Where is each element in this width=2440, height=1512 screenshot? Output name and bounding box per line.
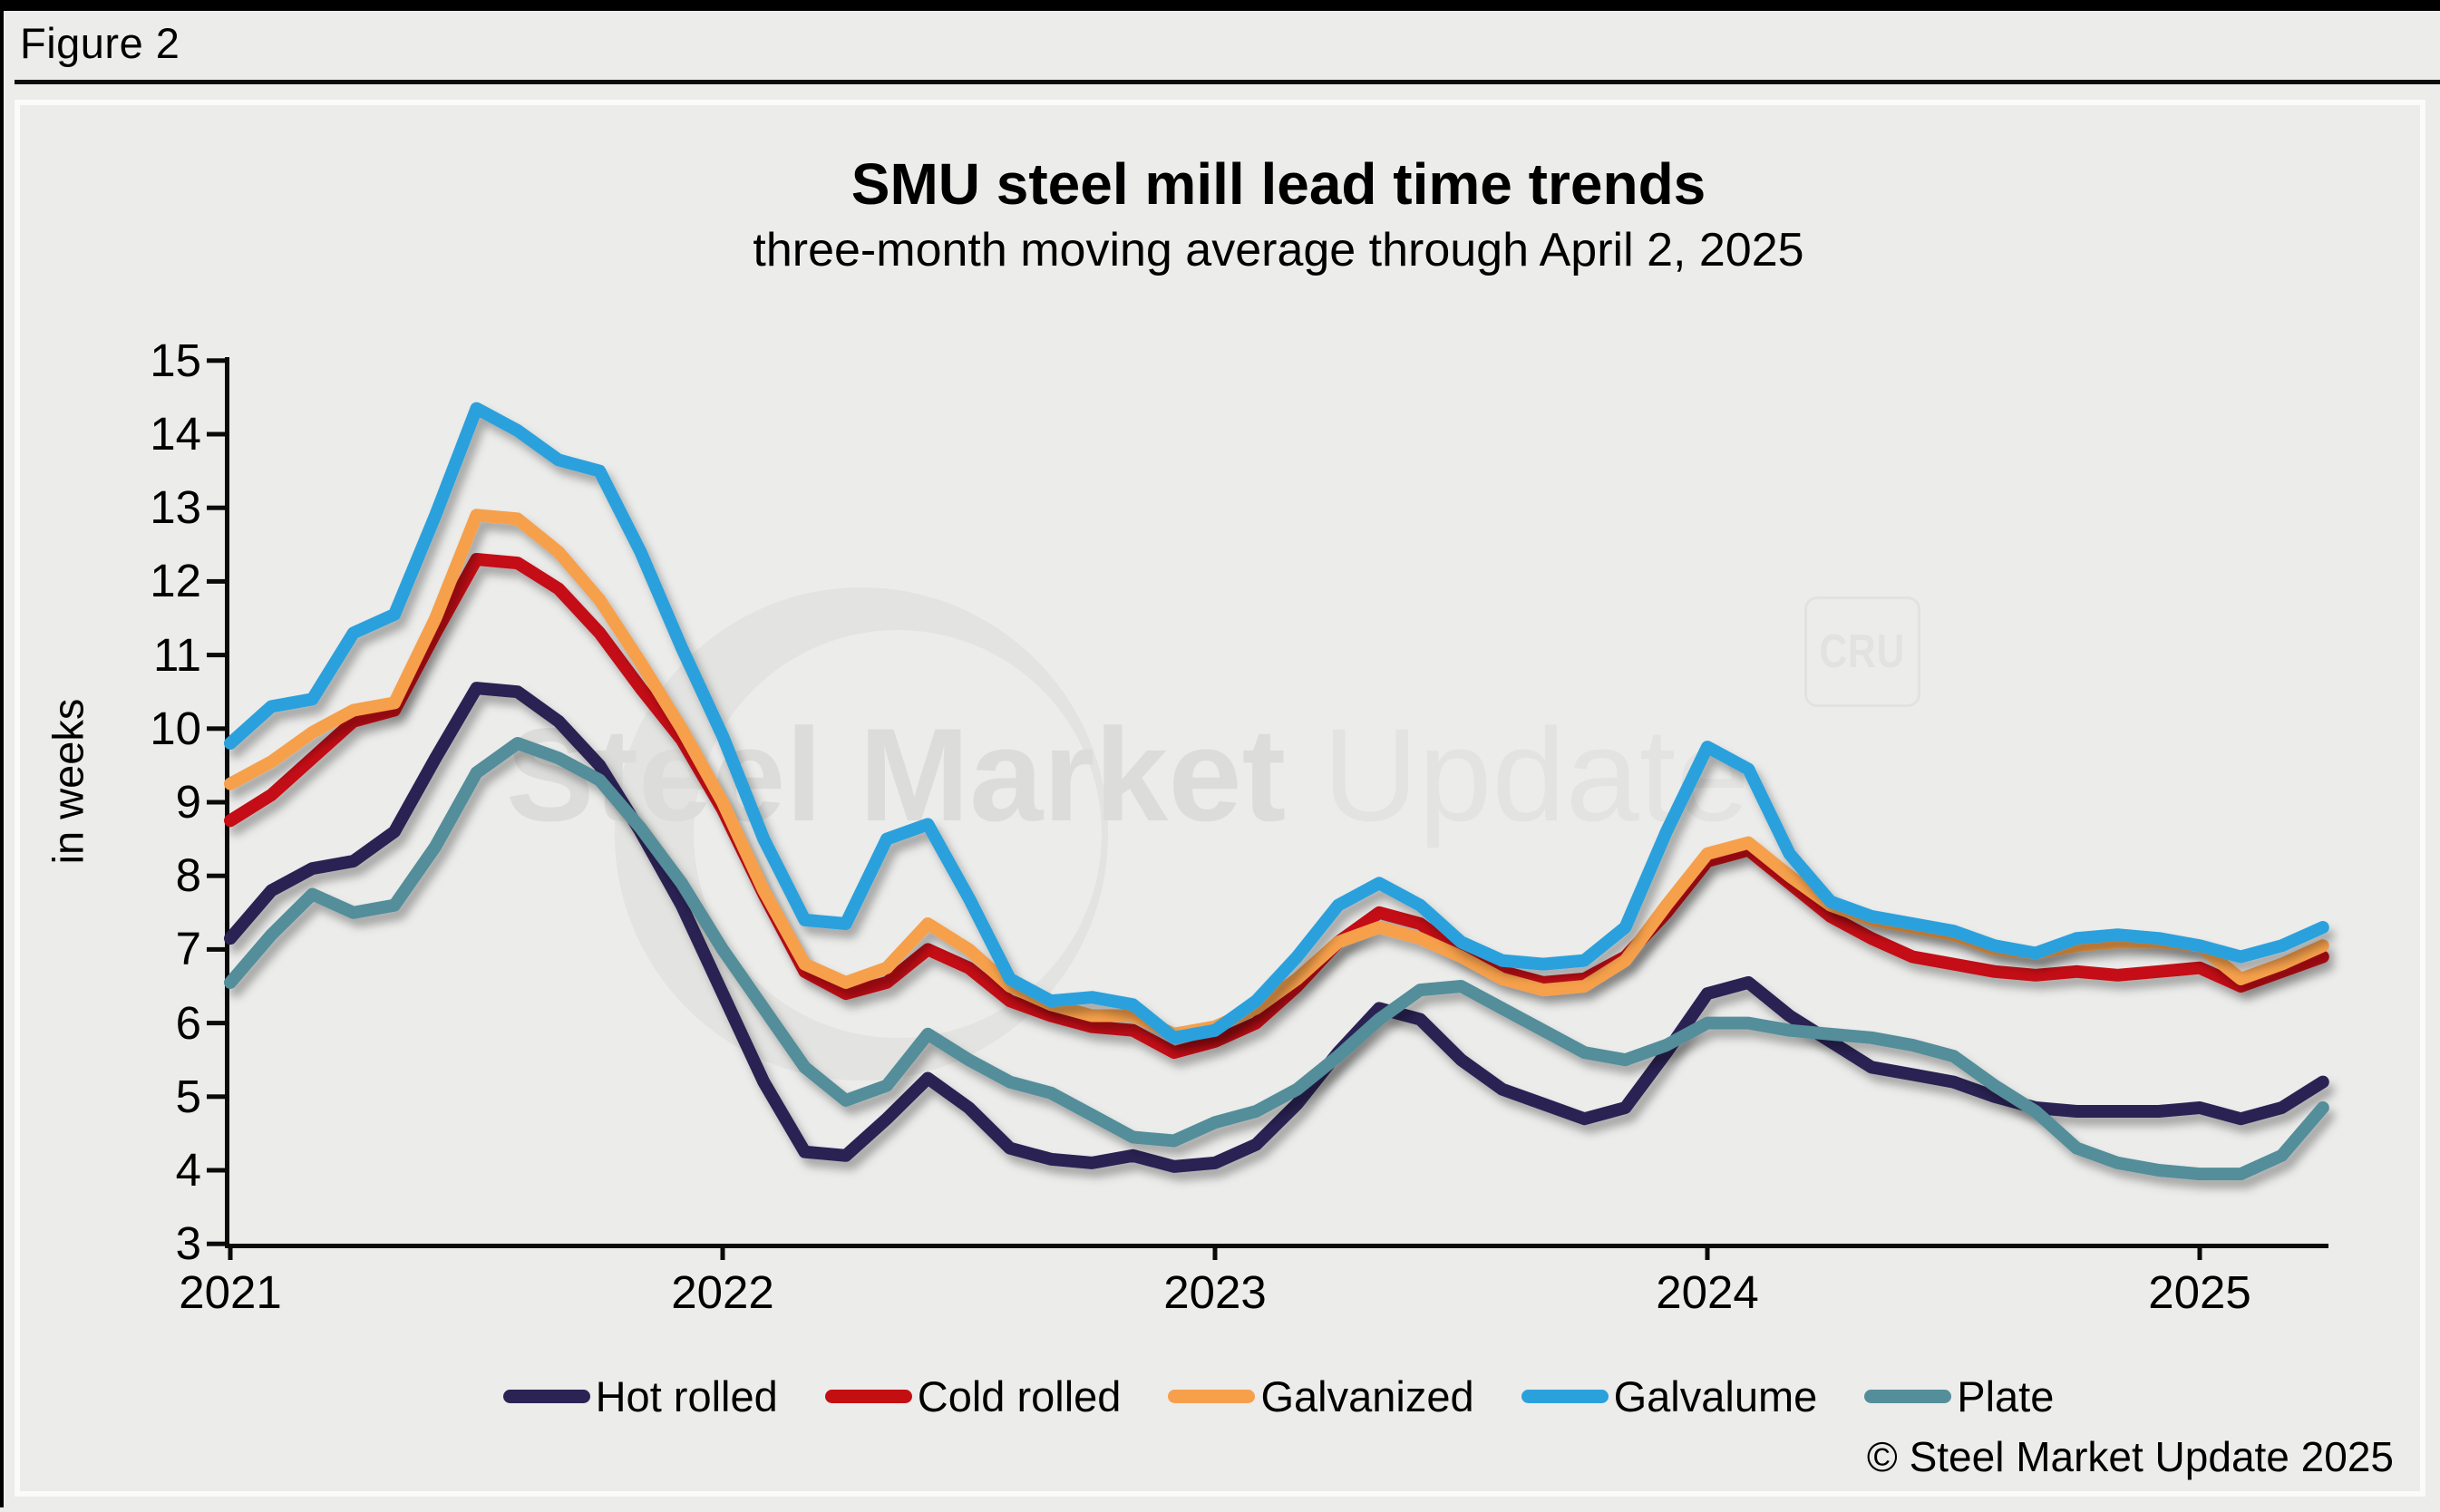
legend-label: Galvalume bbox=[1613, 1371, 1818, 1420]
y-tick-label: 5 bbox=[175, 1070, 201, 1122]
y-tick-label: 12 bbox=[150, 555, 201, 607]
copyright-text: © Steel Market Update 2025 bbox=[1866, 1433, 2394, 1480]
x-tick-mark bbox=[228, 1248, 233, 1260]
axis-ticks bbox=[207, 358, 2202, 1260]
legend-label: Hot rolled bbox=[595, 1371, 778, 1420]
y-tick-label: 3 bbox=[175, 1217, 201, 1270]
legend-label: Plate bbox=[1957, 1371, 2055, 1420]
y-tick-mark bbox=[207, 946, 226, 952]
y-tick-mark bbox=[207, 800, 226, 805]
y-tick-mark bbox=[207, 873, 226, 878]
x-tick-mark bbox=[720, 1248, 725, 1260]
chart-subtitle: three-month moving average through April… bbox=[753, 224, 1804, 276]
window-left-edge bbox=[0, 0, 4, 1507]
x-tick-mark bbox=[2197, 1248, 2202, 1260]
y-tick-mark bbox=[207, 505, 226, 510]
y-tick-mark bbox=[207, 1241, 226, 1246]
y-tick-mark bbox=[207, 1021, 226, 1026]
y-tick-label: 15 bbox=[150, 334, 201, 386]
y-tick-label: 9 bbox=[175, 776, 201, 828]
x-tick-mark bbox=[1705, 1248, 1710, 1260]
legend-label: Galvanized bbox=[1260, 1371, 1474, 1420]
series-line-galvalume bbox=[224, 402, 2329, 1044]
y-tick-label: 4 bbox=[175, 1144, 201, 1196]
legend-swatch-icon bbox=[1864, 1389, 1952, 1403]
legend-item-hot-rolled: Hot rolled bbox=[502, 1371, 778, 1421]
figure-label: Figure 2 bbox=[20, 19, 180, 67]
y-tick-mark bbox=[207, 1094, 226, 1100]
y-tick-label: 7 bbox=[175, 923, 201, 975]
x-tick-label: 2022 bbox=[671, 1266, 774, 1318]
header-divider bbox=[15, 80, 2440, 84]
legend-swatch-icon bbox=[1168, 1389, 1256, 1403]
legend-item-plate: Plate bbox=[1864, 1371, 2054, 1421]
legend-swatch-icon bbox=[1521, 1389, 1609, 1403]
y-tick-label: 10 bbox=[150, 702, 201, 754]
legend-label: Cold rolled bbox=[917, 1371, 1122, 1420]
y-tick-mark bbox=[207, 653, 226, 658]
x-tick-label: 2025 bbox=[2148, 1266, 2251, 1318]
y-axis-spine bbox=[225, 357, 229, 1248]
y-tick-label: 14 bbox=[150, 408, 201, 460]
x-tick-label: 2023 bbox=[1163, 1266, 1267, 1318]
series-line-plate bbox=[224, 737, 2329, 1181]
y-tick-mark bbox=[207, 1168, 226, 1173]
series-lines bbox=[224, 402, 2329, 1181]
series-line-cold-rolled bbox=[224, 553, 2329, 1060]
y-tick-label: 13 bbox=[150, 481, 201, 534]
x-tick-label: 2024 bbox=[1656, 1266, 1759, 1318]
y-tick-mark bbox=[207, 726, 226, 732]
x-tick-mark bbox=[1212, 1248, 1218, 1260]
legend-swatch-icon bbox=[824, 1389, 912, 1403]
y-tick-mark bbox=[207, 578, 226, 584]
x-axis-spine bbox=[225, 1244, 2328, 1248]
window-top-bar bbox=[0, 0, 2440, 11]
legend-item-galvanized: Galvanized bbox=[1168, 1371, 1474, 1421]
legend-item-galvalume: Galvalume bbox=[1521, 1371, 1818, 1421]
y-tick-mark bbox=[207, 431, 226, 437]
legend-swatch-icon bbox=[502, 1389, 590, 1403]
y-tick-mark bbox=[207, 358, 226, 363]
chart-title: SMU steel mill lead time trends bbox=[851, 151, 1706, 217]
x-tick-label: 2021 bbox=[179, 1266, 282, 1318]
legend-item-cold-rolled: Cold rolled bbox=[824, 1371, 1122, 1421]
chart-legend: Hot rolled Cold rolled Galvanized Galvalume… bbox=[230, 1367, 2327, 1425]
y-tick-label: 6 bbox=[175, 996, 201, 1049]
series-line-hot-rolled bbox=[224, 682, 2329, 1173]
y-tick-label: 8 bbox=[175, 849, 201, 902]
series-line-galvanized bbox=[224, 509, 2329, 1041]
y-tick-label: 11 bbox=[153, 628, 201, 681]
